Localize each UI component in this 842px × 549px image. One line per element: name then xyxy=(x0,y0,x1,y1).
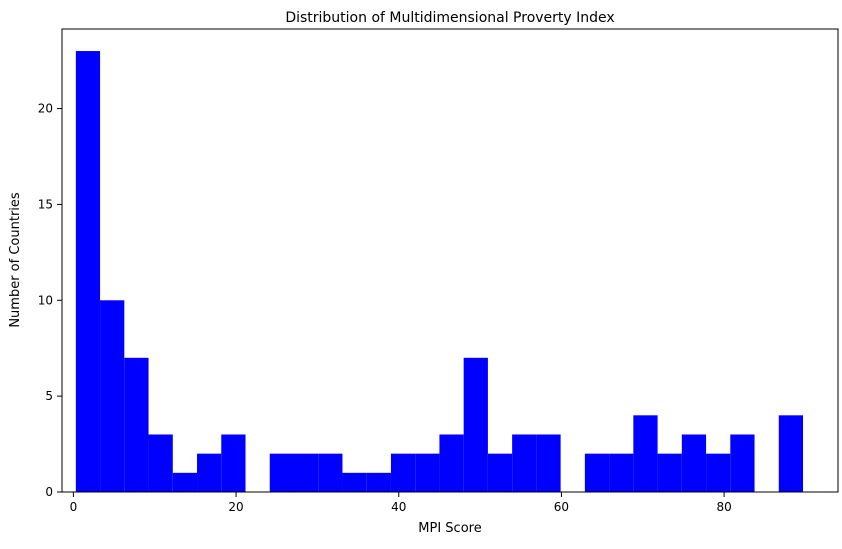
histogram-bar xyxy=(657,453,682,492)
histogram-bar xyxy=(293,453,319,492)
x-axis-label: MPI Score xyxy=(418,521,481,536)
x-tick-label: 80 xyxy=(716,500,731,514)
histogram-bar xyxy=(778,415,804,492)
histogram-bar xyxy=(148,434,173,492)
histogram-bar xyxy=(609,453,634,492)
histogram-bar xyxy=(197,453,222,492)
histogram-bar xyxy=(390,453,416,492)
histogram-bar xyxy=(318,453,343,492)
y-tick-label: 10 xyxy=(38,293,53,307)
x-tick-label: 60 xyxy=(554,500,569,514)
y-tick-label: 5 xyxy=(45,389,53,403)
histogram-bar xyxy=(172,472,198,492)
histogram-bar xyxy=(512,434,537,492)
histogram-bar xyxy=(100,300,125,492)
y-tick-label: 0 xyxy=(45,485,53,499)
histogram-bar xyxy=(75,51,101,493)
histogram-bar xyxy=(124,357,149,492)
histogram-bar xyxy=(221,434,246,492)
x-tick-label: 40 xyxy=(391,500,406,514)
histogram-bar xyxy=(366,472,391,492)
histogram-bar xyxy=(633,415,658,492)
histogram-bar xyxy=(487,453,513,492)
y-axis-label: Number of Countries xyxy=(8,192,23,328)
histogram-bar xyxy=(342,472,367,492)
x-tick-label: 20 xyxy=(228,500,243,514)
histogram-bar xyxy=(463,357,488,492)
histogram-bar xyxy=(415,453,440,492)
histogram-bar xyxy=(730,434,755,492)
histogram-bar xyxy=(269,453,294,492)
y-tick-label: 20 xyxy=(38,102,53,116)
histogram-bar xyxy=(439,434,464,492)
histogram-bar xyxy=(681,434,707,492)
chart-title: Distribution of Multidimensional Provert… xyxy=(285,10,614,26)
x-tick-label: 0 xyxy=(70,500,78,514)
y-axis-ticks: 0 5 10 15 20 xyxy=(38,102,62,499)
histogram-bar xyxy=(536,434,561,492)
histogram-bar xyxy=(584,453,610,492)
bars-group xyxy=(75,51,804,493)
plot-frame xyxy=(61,28,839,493)
y-tick-label: 15 xyxy=(38,197,53,211)
x-axis-ticks: 0 20 40 60 80 xyxy=(70,492,732,514)
histogram-bar xyxy=(706,453,731,492)
